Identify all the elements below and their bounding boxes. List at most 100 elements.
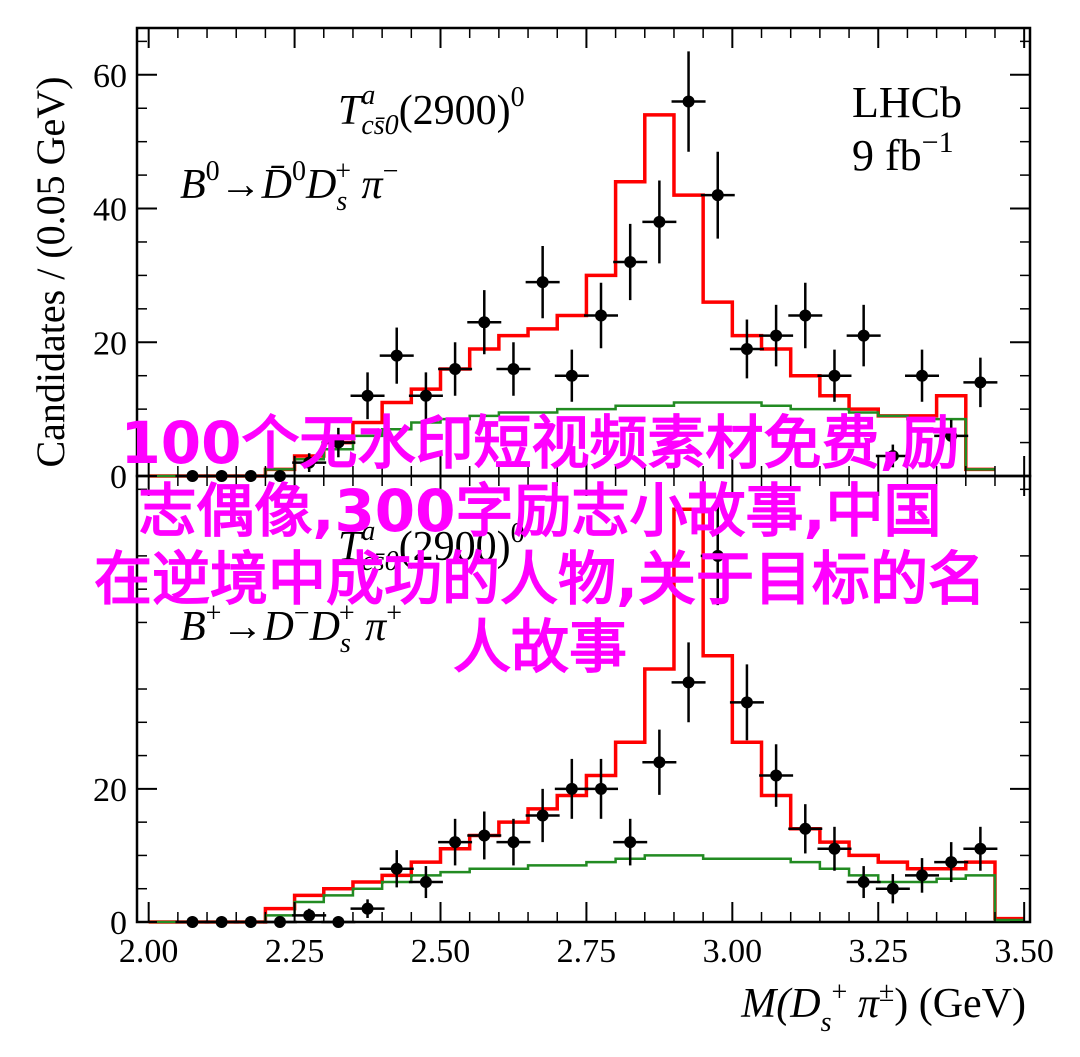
data-marker	[244, 916, 257, 928]
data-point	[934, 842, 969, 883]
panel-frames	[135, 26, 1032, 924]
data-marker	[886, 882, 899, 895]
data-marker	[653, 756, 666, 769]
data-point	[584, 758, 619, 819]
data-point	[408, 372, 443, 420]
data-marker	[916, 869, 929, 882]
data-marker	[857, 329, 870, 342]
data-point	[905, 858, 940, 893]
luminosity-label: 9 fb−1	[852, 126, 954, 180]
data-point	[233, 470, 268, 482]
data-marker	[916, 369, 929, 382]
data-marker	[624, 256, 637, 269]
data-point	[759, 744, 794, 807]
data-point	[204, 470, 239, 482]
data-marker	[595, 309, 608, 322]
data-point	[350, 899, 385, 919]
data-marker	[478, 316, 491, 329]
data-marker	[419, 389, 432, 402]
data-marker	[945, 856, 958, 869]
experiment-name: LHCb	[852, 78, 962, 127]
data-point	[613, 223, 648, 301]
data-marker	[478, 829, 491, 842]
data-point	[788, 804, 823, 854]
data-point	[700, 506, 735, 606]
data-point	[729, 319, 764, 379]
data-marker	[303, 909, 316, 922]
data-point	[613, 818, 648, 866]
data-marker	[332, 436, 345, 449]
data-point	[554, 349, 589, 402]
total-fit-curve	[148, 113, 995, 478]
data-marker	[682, 676, 695, 689]
data-point	[788, 282, 823, 349]
data-marker	[449, 836, 462, 849]
data-marker	[186, 470, 199, 482]
data-point	[262, 470, 297, 482]
axes-ticks: 0 20 40 60 0 20 2.00 2.25 2.50 2.75 3.00 3.25 3.50	[93, 28, 1054, 970]
data-point	[875, 874, 910, 904]
x-tick-label: 2.75	[557, 933, 617, 970]
data-point	[438, 342, 473, 396]
data-marker	[740, 696, 753, 709]
data-point	[438, 818, 473, 866]
data-point	[963, 357, 998, 408]
data-marker	[974, 376, 987, 389]
data-marker	[536, 809, 549, 822]
data-point	[817, 826, 852, 871]
x-tick-label: 2.50	[411, 933, 471, 970]
data-point	[292, 453, 327, 472]
x-tick-label: 3.50	[994, 933, 1054, 970]
data-marker	[186, 916, 199, 928]
data-point	[759, 304, 794, 367]
data-point	[233, 916, 268, 928]
x-tick-label: 2.25	[265, 933, 325, 970]
bottom-state-label: Ta cs̄0(2900)0	[338, 516, 525, 577]
data-point	[292, 908, 327, 922]
y-tick-label: 0	[110, 905, 127, 942]
data-point	[175, 916, 210, 928]
data-marker	[565, 369, 578, 382]
data-point	[846, 304, 881, 367]
data-marker	[595, 782, 608, 795]
data-point	[817, 349, 852, 402]
y-tick-label: 20	[93, 325, 127, 362]
data-marker	[974, 842, 987, 855]
data-marker	[361, 902, 374, 915]
data-point	[525, 788, 560, 843]
x-tick-label: 3.25	[848, 933, 908, 970]
data-marker	[857, 876, 870, 889]
total-fit-curve	[148, 507, 1025, 924]
data-point	[934, 419, 969, 452]
data-marker	[215, 916, 228, 928]
data-point	[204, 916, 239, 928]
panel-frame	[135, 474, 1032, 924]
data-marker	[390, 349, 403, 362]
data-marker	[828, 842, 841, 855]
data-point	[175, 470, 210, 482]
data-marker	[536, 276, 549, 289]
y-tick-label: 20	[93, 772, 127, 809]
data-points	[175, 51, 998, 928]
data-marker	[419, 876, 432, 889]
data-marker	[624, 836, 637, 849]
data-point	[846, 866, 881, 899]
data-marker	[740, 342, 753, 355]
data-marker	[828, 369, 841, 382]
data-point	[350, 372, 385, 420]
data-point	[554, 758, 589, 819]
y-axis-label: Candidates / (0.05 GeV)	[28, 76, 73, 467]
data-point	[584, 282, 619, 349]
data-marker	[361, 389, 374, 402]
data-marker	[799, 822, 812, 835]
data-point	[525, 245, 560, 319]
data-marker	[770, 769, 783, 782]
data-point	[321, 916, 356, 928]
data-point	[642, 729, 677, 795]
data-marker	[653, 215, 666, 228]
data-point	[963, 826, 998, 871]
data-marker	[390, 862, 403, 875]
data-point	[496, 818, 531, 866]
data-point	[642, 180, 677, 264]
